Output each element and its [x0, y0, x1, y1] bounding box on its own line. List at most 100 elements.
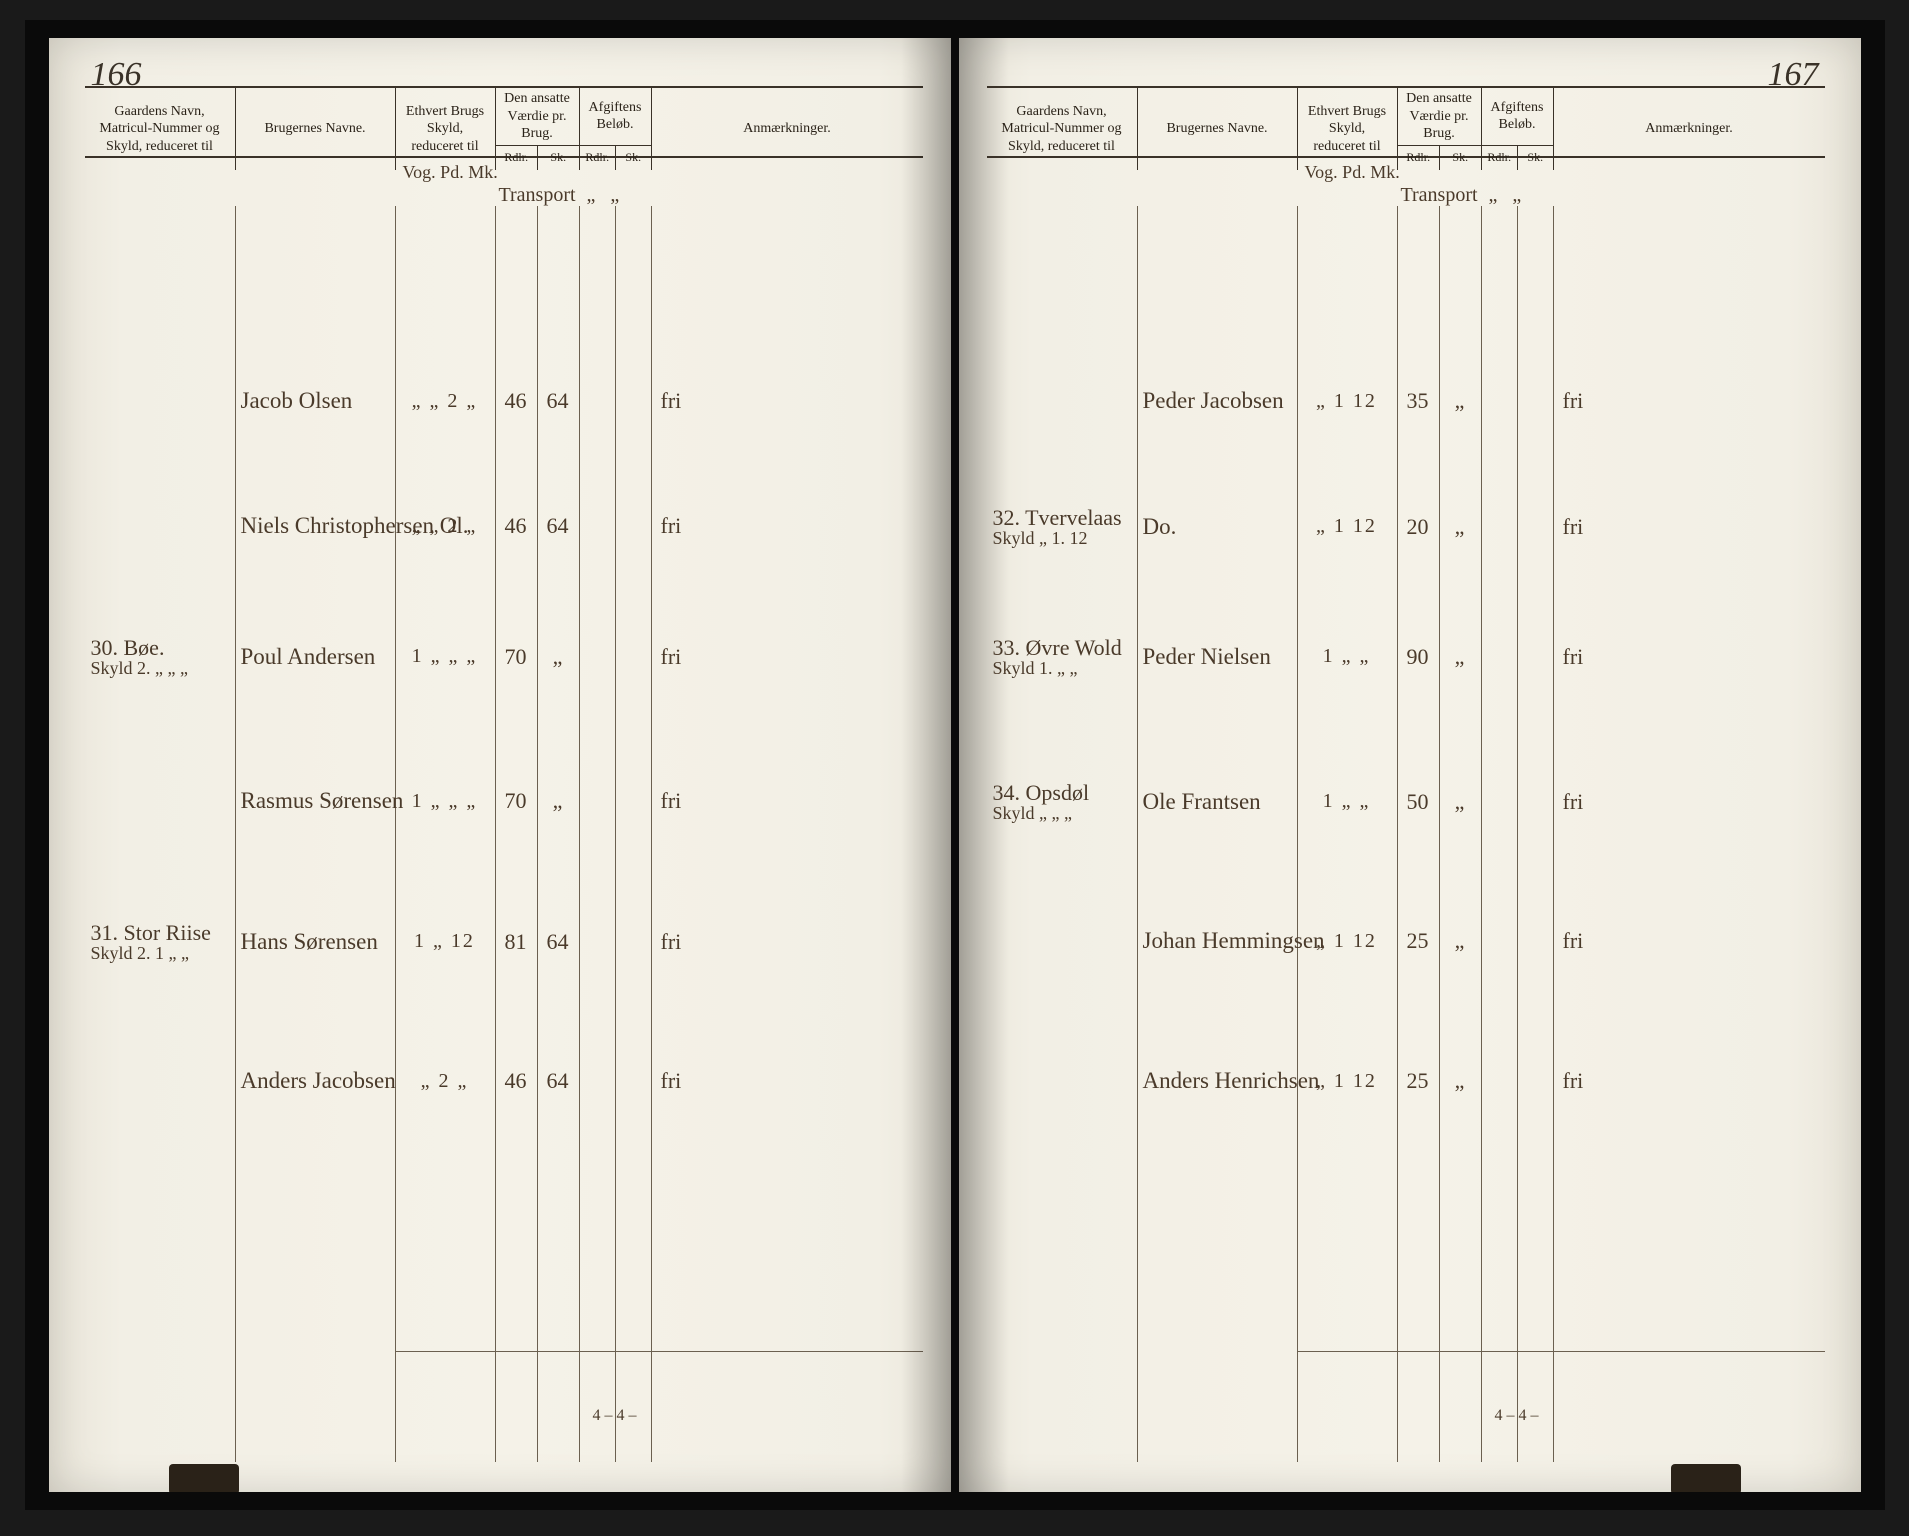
transport-marks-right: „ „ — [1489, 184, 1522, 207]
cell-bruger: Ole Frantsen — [1137, 789, 1297, 815]
cell-anm: fri — [1553, 1068, 1825, 1094]
unit-header-left: Vog. Pd. Mk. — [403, 162, 498, 183]
cell-bruger: Peder Jacobsen — [1137, 388, 1297, 414]
hdr-gaard: Gaardens Navn, Matricul-Nummer og Skyld,… — [987, 88, 1137, 170]
cell-skyld: „ 1 12 — [1297, 515, 1397, 538]
ledger-right: Gaardens Navn, Matricul-Nummer og Skyld,… — [987, 86, 1825, 1462]
cell-bruger: Anders Jacobsen — [235, 1068, 395, 1094]
cell-bruger: Rasmus Sørensen — [235, 788, 395, 814]
cell-anm: fri — [1553, 644, 1825, 670]
body-left: Jacob Olsen„ „ 2 „4664friNiels Christoph… — [85, 206, 923, 1462]
footer-row-left: 4 – 4 – — [85, 1396, 923, 1436]
table-row: Peder Jacobsen„ 1 1235„ fri — [987, 381, 1825, 421]
cell-vaerdie-sk: „ — [1439, 514, 1481, 540]
binding-tab — [169, 1464, 239, 1492]
cell-gaard: 32. TvervelaasSkyld „ 1. 12 — [987, 506, 1137, 548]
cell-anm: fri — [1553, 388, 1825, 414]
hdr-bruger: Brugernes Navne. — [235, 88, 395, 170]
cell-anm: fri — [651, 513, 923, 539]
cell-vaerdie-rdlr: 70 — [495, 644, 537, 670]
cell-vaerdie-sk: „ — [1439, 388, 1481, 414]
cell-vaerdie-sk: „ — [537, 788, 579, 814]
cell-vaerdie-rdlr: 20 — [1397, 514, 1439, 540]
cell-vaerdie-rdlr: 46 — [495, 513, 537, 539]
cell-skyld: 1 „ „ — [1297, 790, 1397, 813]
cell-bruger: Peder Nielsen — [1137, 644, 1297, 670]
hdr-vaerdie-label: Den ansatte Værdie pr. Brug. — [496, 88, 579, 146]
table-row: Johan Hemmingsen„ 1 1225„fri — [987, 921, 1825, 961]
table-row: Niels Christophersen Ol.„ „ 2 „4664 fri — [85, 506, 923, 546]
hdr-afgift: Afgiftens Beløb. Rdlr. Sk. — [1481, 88, 1553, 170]
cell-vaerdie-sk: „ — [1439, 644, 1481, 670]
cell-bruger: Niels Christophersen Ol. — [235, 513, 395, 539]
hdr-sk2: Sk. — [615, 146, 651, 170]
cell-vaerdie-sk: „ — [1439, 789, 1481, 815]
cell-vaerdie-rdlr: 25 — [1397, 928, 1439, 954]
cell-anm: fri — [1553, 514, 1825, 540]
transport-right: Transport — [1401, 184, 1478, 207]
cell-vaerdie-sk: 64 — [537, 1068, 579, 1094]
cell-vaerdie-rdlr: 46 — [495, 1068, 537, 1094]
hdr-afgift-label: Afgiftens Beløb. — [1482, 88, 1553, 146]
cell-vaerdie-rdlr: 81 — [495, 929, 537, 955]
hdr-bruger: Brugernes Navne. — [1137, 88, 1297, 170]
table-row: 30. Bøe.Skyld 2. „ „ „Poul Andersen1 „ „… — [85, 636, 923, 676]
hdr-afgift: Afgiftens Beløb. Rdlr. Sk. — [579, 88, 651, 170]
cell-skyld: 1 „ „ — [1297, 645, 1397, 668]
body-right: Peder Jacobsen„ 1 1235„fri32. Tvervelaas… — [987, 206, 1825, 1462]
hdr-anm: Anmærkninger. — [1553, 88, 1825, 170]
table-row: 32. TvervelaasSkyld „ 1. 12Do.„ 1 1220„f… — [987, 506, 1825, 546]
cell-vaerdie-rdlr: 50 — [1397, 789, 1439, 815]
cell-vaerdie-rdlr: 35 — [1397, 388, 1439, 414]
cell-bruger: Anders Henrichsen — [1137, 1068, 1297, 1094]
book-spread: 166 Gaardens Navn, Matricul-Nummer og Sk… — [25, 20, 1885, 1510]
cell-vaerdie-rdlr: 90 — [1397, 644, 1439, 670]
cell-anm: fri — [651, 388, 923, 414]
cell-bruger: Jacob Olsen — [235, 388, 395, 414]
table-row: 33. Øvre WoldSkyld 1. „ „Peder Nielsen1 … — [987, 636, 1825, 676]
table-row: Rasmus Sørensen1 „ „ „70„fri — [85, 781, 923, 821]
cell-vaerdie-rdlr: 46 — [495, 388, 537, 414]
cell-skyld: „ „ 2 „ — [395, 390, 495, 413]
hdr-skyld: Ethvert Brugs Skyld, reduceret til — [395, 88, 495, 170]
hdr-sk2: Sk. — [1517, 146, 1553, 170]
hdr-vaerdie-label: Den ansatte Værdie pr. Brug. — [1398, 88, 1481, 146]
cell-skyld: „ „ 2 „ — [395, 515, 495, 538]
footer-mark: 4 – 4 – — [579, 1407, 651, 1425]
bottom-rule — [395, 1351, 923, 1352]
cell-gaard: 31. Stor RiiseSkyld 2. 1 „ „ — [85, 921, 235, 963]
cell-bruger: Hans Sørensen — [235, 929, 395, 955]
hdr-rdlr2: Rdlr. — [580, 146, 616, 170]
table-row: 34. OpsdølSkyld „ „ „Ole Frantsen1 „ „50… — [987, 781, 1825, 821]
cell-bruger: Poul Andersen — [235, 644, 395, 670]
cell-skyld: 1 „ 12 — [395, 930, 495, 953]
table-header: Gaardens Navn, Matricul-Nummer og Skyld,… — [85, 86, 923, 158]
cell-skyld: „ 1 12 — [1297, 390, 1397, 413]
hdr-rdlr: Rdlr. — [496, 146, 538, 170]
footer-mark: 4 – 4 – — [1481, 1407, 1553, 1425]
cell-vaerdie-sk: „ — [1439, 928, 1481, 954]
hdr-sk: Sk. — [1439, 146, 1481, 170]
table-row: 31. Stor RiiseSkyld 2. 1 „ „Hans Sørense… — [85, 921, 923, 961]
cell-vaerdie-sk: 64 — [537, 513, 579, 539]
cell-gaard: 33. Øvre WoldSkyld 1. „ „ — [987, 636, 1137, 678]
binding-tab — [1671, 1464, 1741, 1492]
hdr-rdlr: Rdlr. — [1398, 146, 1440, 170]
unit-header-right: Vog. Pd. Mk. — [1305, 162, 1400, 183]
cell-vaerdie-rdlr: 70 — [495, 788, 537, 814]
hdr-afgift-label: Afgiftens Beløb. — [580, 88, 651, 146]
hdr-skyld: Ethvert Brugs Skyld, reduceret til — [1297, 88, 1397, 170]
transport-left: Transport — [499, 184, 576, 207]
table-row: Jacob Olsen„ „ 2 „4664 fri — [85, 381, 923, 421]
table-row: Anders Jacobsen„ 2 „4664fri — [85, 1061, 923, 1101]
page-left: 166 Gaardens Navn, Matricul-Nummer og Sk… — [49, 38, 951, 1492]
ledger-left: Gaardens Navn, Matricul-Nummer og Skyld,… — [85, 86, 923, 1462]
footer-row-right: 4 – 4 – — [987, 1396, 1825, 1436]
hdr-vaerdie: Den ansatte Værdie pr. Brug. Rdlr. Sk. — [495, 88, 579, 170]
hdr-vaerdie: Den ansatte Værdie pr. Brug. Rdlr. Sk. — [1397, 88, 1481, 170]
cell-skyld: „ 2 „ — [395, 1070, 495, 1093]
cell-vaerdie-sk: „ — [537, 644, 579, 670]
cell-vaerdie-sk: 64 — [537, 388, 579, 414]
cell-anm: fri — [1553, 928, 1825, 954]
transport-marks-left: „ „ — [587, 184, 620, 207]
